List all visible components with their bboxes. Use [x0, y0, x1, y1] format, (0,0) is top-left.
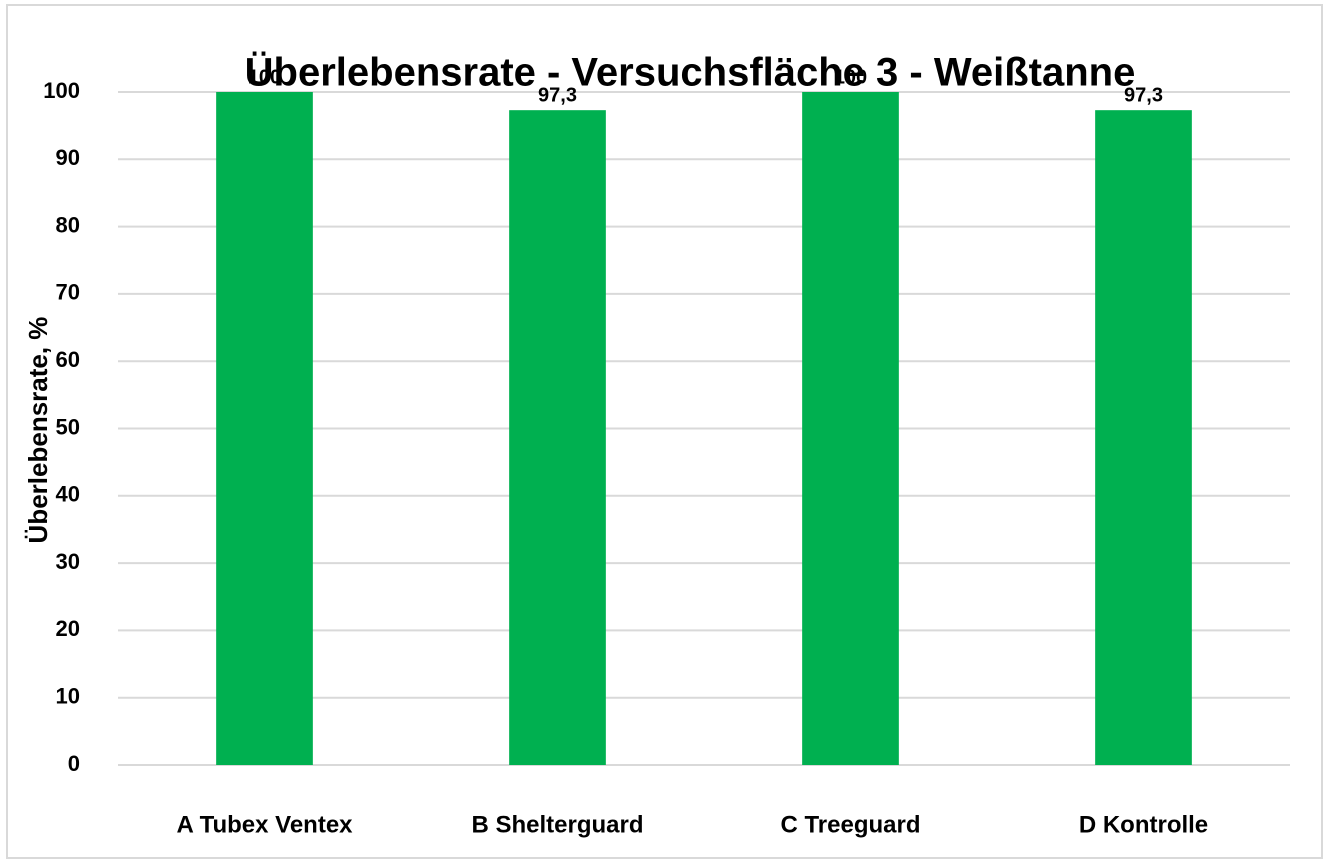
- bar: [1095, 110, 1192, 765]
- y-tick-label: 20: [56, 616, 80, 641]
- bar: [509, 110, 606, 765]
- y-tick-label: 100: [43, 78, 80, 103]
- y-tick-label: 80: [56, 212, 80, 237]
- x-tick-label: A Tubex Ventex: [176, 811, 353, 838]
- y-tick-label: 90: [56, 145, 80, 170]
- data-label: 97,3: [538, 84, 577, 106]
- y-tick-label: 0: [68, 751, 80, 776]
- data-label: 97,3: [1124, 84, 1163, 106]
- bar: [216, 92, 313, 765]
- y-tick-label: 10: [56, 684, 80, 709]
- y-axis-label: Überlebensrate, %: [23, 317, 53, 544]
- y-tick-label: 50: [56, 414, 80, 439]
- data-label: 100: [834, 66, 867, 88]
- y-tick-label: 30: [56, 549, 80, 574]
- bar: [802, 92, 899, 765]
- data-label: 100: [248, 66, 281, 88]
- y-tick-label: 70: [56, 280, 80, 305]
- x-tick-label: B Shelterguard: [471, 811, 643, 838]
- x-tick-label: C Treeguard: [780, 811, 920, 838]
- y-tick-label: 40: [56, 482, 80, 507]
- x-tick-label: D Kontrolle: [1079, 811, 1208, 838]
- y-tick-label: 60: [56, 347, 80, 372]
- chart-title: Überlebensrate - Versuchsfläche 3 - Weiß…: [245, 50, 1136, 95]
